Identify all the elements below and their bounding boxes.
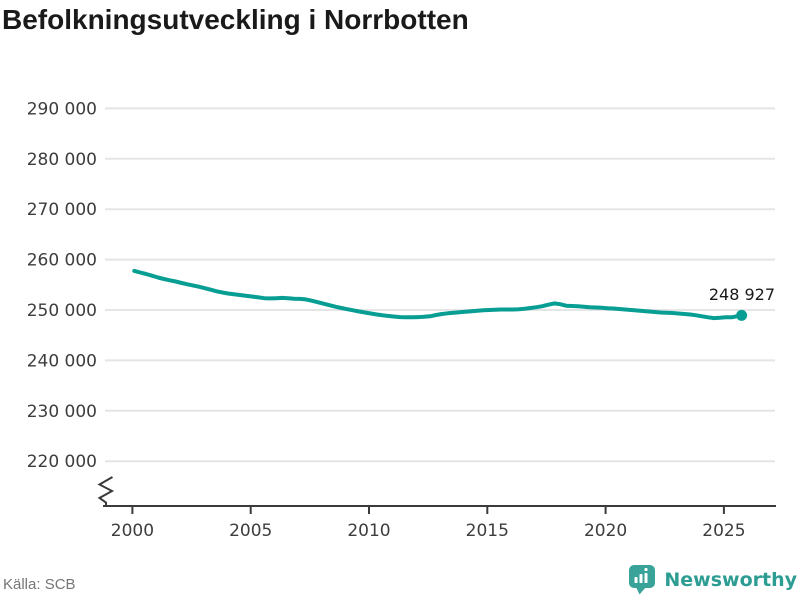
logo-bar-tall xyxy=(644,573,648,583)
gridlines xyxy=(105,107,775,463)
source-note: Källa: SCB xyxy=(3,576,76,593)
x-tick-label: 2015 xyxy=(466,521,509,541)
logo-exclamation-dot xyxy=(644,568,648,571)
population-line xyxy=(132,268,744,321)
x-tick-label: 2020 xyxy=(584,521,627,541)
logo-bar-medium xyxy=(639,574,643,583)
axis-break-icon xyxy=(97,476,115,507)
y-tick-label: 250 000 xyxy=(27,301,97,321)
x-tick-label: 2025 xyxy=(702,521,745,541)
x-tick-label: 2010 xyxy=(347,521,390,541)
logo-bar-small xyxy=(634,577,638,583)
newsworthy-logo-icon xyxy=(629,565,656,595)
newsworthy-logo-text: Newsworthy xyxy=(664,569,797,591)
y-tick-label: 260 000 xyxy=(27,251,97,271)
y-tick-label: 220 000 xyxy=(27,452,97,472)
newsworthy-logo[interactable]: Newsworthy xyxy=(628,564,797,596)
x-tick-label: 2000 xyxy=(111,521,154,541)
latest-value-dot xyxy=(736,309,748,321)
y-axis-labels: 290 000 280 000 270 000 260 000 250 000 240 0… xyxy=(27,99,97,472)
y-tick-label: 240 000 xyxy=(27,351,97,371)
x-axis: 2000 2005 2010 2015 2020 2025 xyxy=(103,505,776,541)
y-tick-label: 290 000 xyxy=(27,99,97,119)
x-tick-label: 2005 xyxy=(229,521,272,541)
y-tick-label: 270 000 xyxy=(27,200,97,220)
chart-title: Befolkningsutveckling i Norrbotten xyxy=(2,4,469,35)
y-tick-label: 230 000 xyxy=(27,402,97,422)
y-tick-label: 280 000 xyxy=(27,150,97,170)
latest-value-label: 248 927 xyxy=(709,285,775,304)
